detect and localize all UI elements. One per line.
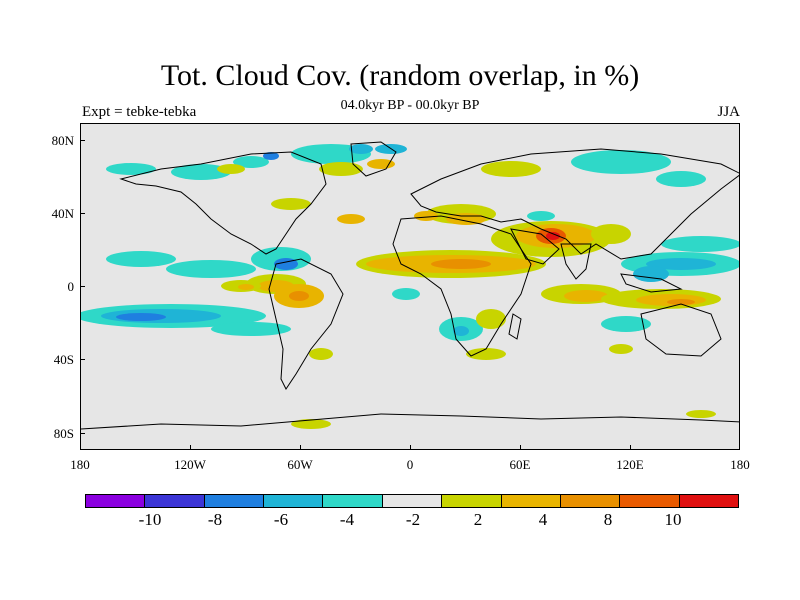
colorbar-swatch xyxy=(560,495,621,507)
lon-label-180w: 180 xyxy=(70,457,90,472)
lat-label-80n: 80N xyxy=(51,133,74,148)
colorbar-label: 10 xyxy=(664,510,682,529)
lat-tick xyxy=(80,140,85,141)
colorbar-label: -8 xyxy=(207,510,223,529)
lat-label-80s: 80S xyxy=(53,426,74,441)
season-label: JJA xyxy=(717,104,740,120)
colorbar xyxy=(85,494,739,508)
lon-tick xyxy=(190,445,191,450)
colorbar-label: 2 xyxy=(473,510,483,529)
colorbar-label: 8 xyxy=(603,510,613,529)
colorbar-swatch xyxy=(620,495,680,507)
colorbar-label: -10 xyxy=(138,510,162,529)
map-subtitle: 04.0kyr BP - 00.0kyr BP xyxy=(340,98,480,113)
lon-label-120w: 120W xyxy=(174,457,206,472)
colorbar-label: 4 xyxy=(538,510,548,529)
coastlines xyxy=(81,141,739,430)
lat-label-40s: 40S xyxy=(53,352,74,367)
lat-tick xyxy=(80,433,85,434)
colorbar-swatch xyxy=(145,495,205,507)
colorbar-label: -2 xyxy=(405,510,421,529)
lat-label-0: 0 xyxy=(67,279,75,294)
lat-tick xyxy=(80,213,85,214)
lon-tick xyxy=(410,445,411,450)
colorbar-swatch xyxy=(323,495,383,507)
lon-label-60w: 60W xyxy=(287,457,313,472)
lon-label-60e: 60E xyxy=(509,457,531,472)
colorbar-swatch xyxy=(442,495,502,507)
cloud-cover-map xyxy=(81,141,739,430)
colorbar-swatch xyxy=(86,495,146,507)
colorbar-swatch xyxy=(204,495,265,507)
lon-label-120e: 120E xyxy=(616,457,644,472)
lon-label-0: 0 xyxy=(406,457,414,472)
lat-label-40n: 40N xyxy=(51,206,74,221)
colorbar-swatch xyxy=(264,495,324,507)
lat-tick xyxy=(80,359,85,360)
lon-tick xyxy=(520,445,521,450)
map-panel xyxy=(80,123,740,450)
lon-tick xyxy=(300,445,301,450)
colorbar-swatch xyxy=(382,495,443,507)
lat-tick xyxy=(80,286,85,287)
lon-tick xyxy=(630,445,631,450)
anomaly-field xyxy=(81,144,739,429)
colorbar-label: -4 xyxy=(339,510,355,529)
colorbar-swatch xyxy=(501,495,561,507)
lon-label-180e: 180 xyxy=(730,457,750,472)
colorbar-swatch xyxy=(679,495,738,507)
colorbar-label: -6 xyxy=(273,510,289,529)
map-title: Tot. Cloud Cov. (random overlap, in %) xyxy=(160,59,640,92)
experiment-label: Expt = tebke-tebka xyxy=(82,104,197,120)
